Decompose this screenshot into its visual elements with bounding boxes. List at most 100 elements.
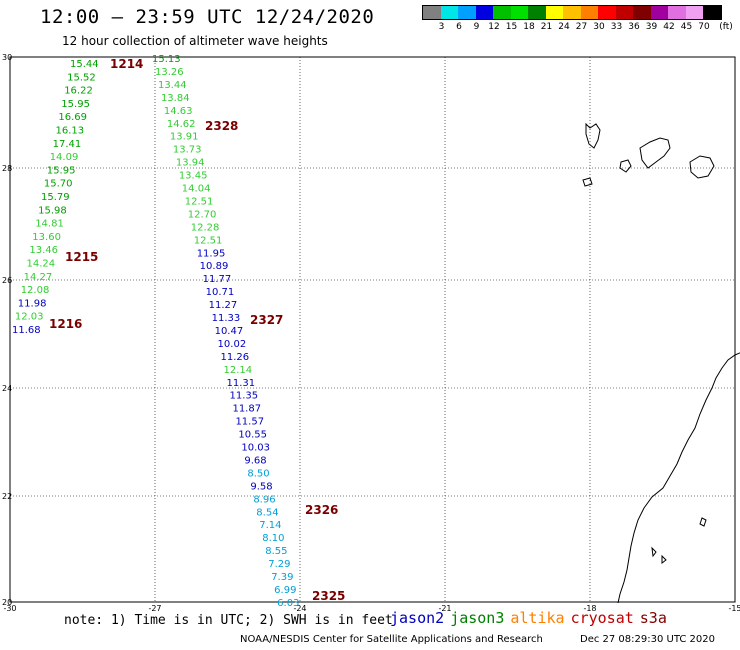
y-tick-label: 26 [2,276,12,285]
footer-note: note: 1) Time is in UTC; 2) SWH is in fe… [64,613,393,628]
wave-height-label: 9.58 [250,481,272,492]
chart-subtitle: 12 hour collection of altimeter wave hei… [62,34,328,48]
y-tick-label: 24 [2,384,12,393]
credit-line: NOAA/NESDIS Center for Satellite Applica… [240,634,543,645]
wave-height-label: 13.91 [170,132,199,143]
legend-swatch [440,6,458,19]
wave-height-label: 11.33 [212,313,241,324]
wave-height-label: 11.26 [221,352,250,363]
wave-height-label: 14.24 [27,259,56,270]
legend-label: 15 [505,22,518,32]
wave-height-label: 14.62 [167,119,196,130]
wave-height-label: 15.44 [70,59,99,70]
wave-height-label: 11.35 [229,391,258,402]
pass-id-label: 2325 [312,589,345,603]
satellite-jason2: jason2 [390,609,445,627]
wave-height-label: 15.79 [41,192,70,203]
wave-height-label: 11.87 [232,404,261,415]
wave-height-label: 12.14 [224,365,253,376]
chart-title: 12:00 — 23:59 UTC 12/24/2020 [40,6,375,28]
legend-swatch [668,6,686,19]
wave-height-label: 8.54 [256,507,278,518]
small-island [651,546,657,558]
wave-height-label: 11.68 [12,325,41,336]
wave-height-label: 8.96 [253,494,275,505]
legend-swatch [458,6,476,19]
y-tick-label: 28 [2,164,12,173]
island-la-palma [585,122,601,149]
legend-label: 21 [540,22,553,32]
map-frame [9,56,736,603]
x-tick-label: -18 [583,604,596,613]
wave-height-label: 15.98 [38,205,67,216]
wave-height-label: 7.39 [271,572,293,583]
y-tick-label: 22 [2,492,12,501]
y-tick-label: 30 [2,53,12,62]
wave-height-label: 12.08 [21,285,50,296]
wave-height-label: 13.94 [176,158,205,169]
x-tick-label: -30 [3,604,16,613]
wave-height-label: 10.55 [238,430,267,441]
pass-id-label: 1215 [65,250,98,264]
wave-height-label: 11.77 [203,274,232,285]
wave-height-label: 7.29 [268,559,290,570]
wave-height-label: 15.13 [152,54,181,65]
wave-height-label: 14.81 [35,219,64,230]
wave-height-label: 13.60 [32,232,61,243]
legend-label: 36 [628,22,640,32]
wave-height-label: 12.70 [188,209,217,220]
coastline [582,122,740,604]
wave-height-label: 10.02 [218,339,247,350]
wave-height-label: 7.14 [259,520,281,531]
legend-swatch [580,6,598,19]
wave-height-label: 14.63 [164,106,193,117]
wave-height-label: 16.22 [64,86,93,97]
x-tick-label: -27 [148,604,161,613]
x-tick-label: -15 [728,604,740,613]
color-scale-legend: 3 6 9 12 15 18 21 24 27 30 33 36 39 42 45 70 (ft) [422,5,733,32]
legend-label: 9 [473,22,480,32]
wave-height-label: 8.55 [265,546,287,557]
legend-unit: (ft) [719,22,733,32]
legend-label: 12 [488,22,500,32]
legend-swatches [422,5,722,20]
wave-height-label: 11.27 [209,300,238,311]
wave-height-label: 13.46 [29,245,58,256]
wave-height-label: 15.95 [47,165,76,176]
satellite-cryosat: cryosat [570,609,634,627]
wave-height-label: 11.57 [235,417,264,428]
x-tick-label: -24 [293,604,306,613]
legend-label: 42 [663,22,675,32]
legend-swatch [615,6,633,19]
island-tenerife [639,137,671,169]
island-el-hierro [582,177,593,187]
island-gran-canaria [689,155,715,179]
wave-height-label: 10.47 [215,326,244,337]
wave-height-label: 12.51 [185,196,214,207]
wave-height-label: 9.68 [244,455,266,466]
legend-label: 24 [558,22,570,32]
pass-id-label: 1216 [49,317,82,331]
wave-height-label: 13.73 [173,145,202,156]
legend-label: 3 [438,22,445,32]
legend-label: 30 [593,22,605,32]
wave-height-label: 8.50 [247,468,269,479]
wave-height-label: 16.13 [56,126,85,137]
legend-swatch [545,6,563,19]
legend-label: 33 [610,22,623,32]
satellite-s3a: s3a [639,609,667,627]
legend-swatch [633,6,651,19]
legend-swatch [493,6,511,19]
wave-height-label: 15.70 [44,179,73,190]
satellite-altika: altika [510,609,565,627]
wave-height-label: 10.89 [200,261,229,272]
wave-height-label: 15.95 [61,99,90,110]
small-island [699,517,707,527]
wave-height-label: 8.10 [262,533,284,544]
legend-swatch [528,6,546,19]
legend-swatch [703,6,721,19]
legend-swatch [598,6,616,19]
wave-height-label: 10.71 [206,287,235,298]
pass-id-label: 2326 [305,503,338,517]
